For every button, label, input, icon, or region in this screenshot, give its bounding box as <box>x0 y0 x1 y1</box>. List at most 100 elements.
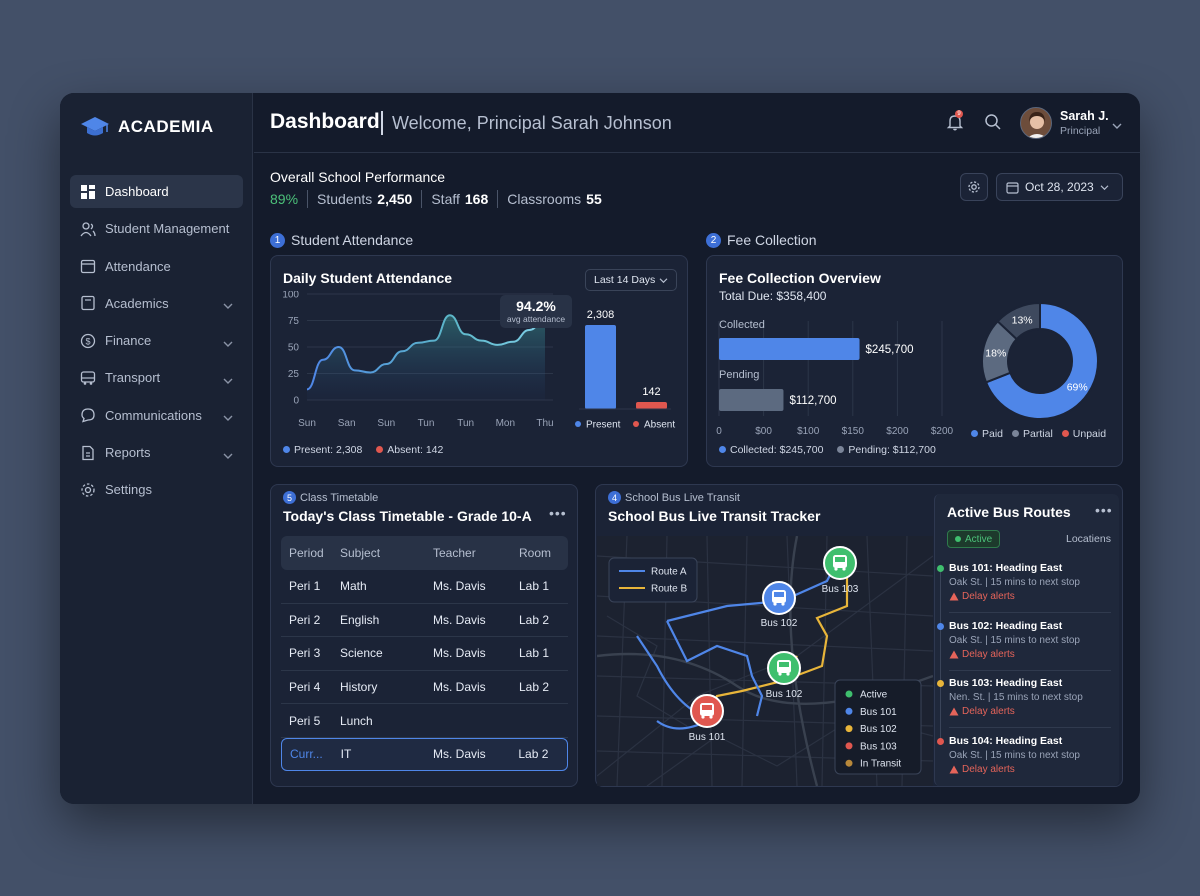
route-item[interactable]: Bus 102: Heading East Oak St. | 15 mins t… <box>937 620 1109 660</box>
col-teacher: Teacher <box>433 546 476 560</box>
user-role: Principal <box>1060 125 1101 137</box>
sidebar-item-academics[interactable]: Academics <box>70 287 243 320</box>
status-label: Bus 101 <box>860 707 897 718</box>
bus-map[interactable]: Bus 101 Bus 102 Bus 102 Bus 103 Route A Rou… <box>597 536 933 786</box>
table-row[interactable]: Peri 5 Lunch <box>281 704 568 738</box>
fee-bar-pending[interactable] <box>719 389 784 411</box>
calendar-icon <box>80 258 96 274</box>
fee-bar-collected[interactable] <box>719 338 860 360</box>
col-room: Room <box>519 546 552 560</box>
sidebar-item-reports[interactable]: Reports <box>70 436 243 469</box>
chevron-down-icon <box>223 373 233 384</box>
cell-period: Peri 2 <box>289 612 321 627</box>
welcome-text: Welcome, Principal Sarah Johnson <box>392 113 672 133</box>
bus-marker[interactable]: Bus 102 <box>766 651 803 700</box>
current-period-row[interactable]: Curr... IT Ms. Davis Lab 2 <box>281 737 568 771</box>
cell-teacher: Ms. Davis <box>432 747 486 762</box>
donut-legend-item: Unpaid <box>1061 428 1106 440</box>
routes-more-button[interactable]: ••• <box>1095 502 1113 518</box>
attendance-line-chart: 0 25 50 75 100 Sun San Sun Tun Tun Mon Thu 2,308 142… <box>282 291 675 431</box>
notifications-button[interactable]: 9 <box>946 110 964 136</box>
route-item[interactable]: Bus 104: Heading East Oak St. | 15 mins t… <box>937 735 1109 775</box>
section-label-text: Student Attendance <box>291 232 414 248</box>
logo[interactable]: ACADEMIA <box>80 115 214 139</box>
bus-window <box>702 705 712 710</box>
cell-subject: History <box>340 680 378 695</box>
warning-icon <box>949 650 959 659</box>
calendar-icon <box>1006 181 1019 194</box>
status-dot <box>845 690 853 698</box>
attendance-line <box>306 314 546 391</box>
chevron-down-icon <box>1100 184 1109 190</box>
active-filter-badge[interactable]: Active <box>947 530 1001 548</box>
bus-marker[interactable]: Bus 101 <box>689 694 726 743</box>
section-number: 4 <box>608 491 621 504</box>
avatar[interactable] <box>1020 107 1052 139</box>
dashboard-icon <box>80 184 96 200</box>
status-label: Bus 102 <box>860 724 897 735</box>
bus-window <box>774 592 784 597</box>
search-button[interactable] <box>984 113 1002 136</box>
table-header: Period Subject Teacher Room <box>281 536 568 570</box>
x-tick-label: San <box>338 418 356 429</box>
route-alert: Delay alerts <box>949 649 1109 660</box>
sidebar-item-communications[interactable]: Communications <box>70 399 243 432</box>
table-row[interactable]: Peri 1 Math Ms. Davis Lab 1 <box>281 570 568 604</box>
table-row[interactable]: Peri 3 Science Ms. Davis Lab 1 <box>281 637 568 671</box>
donut-slice-paid[interactable] <box>984 301 1099 420</box>
date-picker[interactable]: Oct 28, 2023 <box>996 173 1123 201</box>
bus-window <box>835 557 845 562</box>
donut-slice-unpaid[interactable] <box>996 301 1041 341</box>
range-dropdown[interactable]: Last 14 Days <box>585 269 677 291</box>
cell-period: Peri 3 <box>289 646 321 661</box>
bus-wheel <box>709 715 713 719</box>
classrooms-label: Classrooms <box>507 191 582 207</box>
sidebar-item-attendance[interactable]: Attendance <box>70 250 243 283</box>
table-row[interactable]: Peri 4 History Ms. Davis Lab 2 <box>281 671 568 705</box>
bus-marker[interactable]: Bus 102 <box>761 581 798 629</box>
settings-button[interactable] <box>960 173 988 201</box>
status-label: Active <box>860 690 888 701</box>
cell-period: Peri 4 <box>289 680 321 695</box>
sidebar-item-dashboard[interactable]: Dashboard <box>70 175 243 208</box>
x-tick-label: 0 <box>716 426 722 437</box>
x-tick-label: $00 <box>755 426 772 437</box>
fee-card: Fee Collection Overview Total Due: $358,… <box>706 255 1123 467</box>
x-tick-label: $200 <box>886 426 909 437</box>
y-tick-label: 0 <box>293 396 299 407</box>
section-label-text: Class Timetable <box>300 491 379 504</box>
timetable-more-button[interactable]: ••• <box>549 505 567 521</box>
chevron-down-icon <box>223 448 233 459</box>
legend-present: Present: 2,308 <box>283 444 362 456</box>
sidebar-item-student-management[interactable]: Student Management <box>70 212 243 245</box>
route-item[interactable]: Bus 103: Heading East Nen. St. | 15 mins … <box>937 677 1109 717</box>
staff-label: Staff <box>431 191 460 207</box>
sidebar-item-settings[interactable]: Settings <box>70 473 243 506</box>
route-item[interactable]: Bus 101: Heading East Oak St. | 15 mins t… <box>937 562 1109 602</box>
x-tick-label: Sun <box>377 418 395 429</box>
fee-bar-chart: 0 $00 $100 $150 $200 $200 $245,700 $112,700 <box>716 321 954 437</box>
timetable-section-label: 5 Class Timetable <box>283 491 378 504</box>
bus-title: School Bus Live Transit Tracker <box>608 508 821 524</box>
bar-absent[interactable] <box>636 402 667 409</box>
table-row[interactable]: Peri 2 English Ms. Davis Lab 2 <box>281 604 568 638</box>
bus-marker[interactable]: Bus 103 <box>822 546 859 595</box>
cell-room: Lab 2 <box>519 680 550 695</box>
sidebar-item-transport[interactable]: Transport <box>70 361 243 394</box>
user-menu-toggle[interactable] <box>1112 117 1122 135</box>
route-info: Oak St. | 15 mins to next stop <box>949 750 1080 762</box>
y-tick-label: 100 <box>282 291 299 301</box>
tooltip-value: 94.2% <box>516 298 556 314</box>
gear-icon <box>968 181 980 193</box>
route-status-dot <box>937 565 944 572</box>
route-info: Nen. St. | 15 mins to next stop <box>949 692 1083 704</box>
bar-category-label: Absent <box>644 420 675 431</box>
x-tick-label: Sun <box>298 418 316 429</box>
students-label: Students <box>317 191 373 207</box>
warning-icon <box>949 765 959 774</box>
route-name: Bus 104: Heading East <box>949 735 1063 748</box>
sidebar-item-finance[interactable]: $ Finance <box>70 324 243 357</box>
bar-present[interactable] <box>585 325 616 409</box>
col-period: Period <box>289 546 324 560</box>
dollar-icon: $ <box>80 333 96 349</box>
